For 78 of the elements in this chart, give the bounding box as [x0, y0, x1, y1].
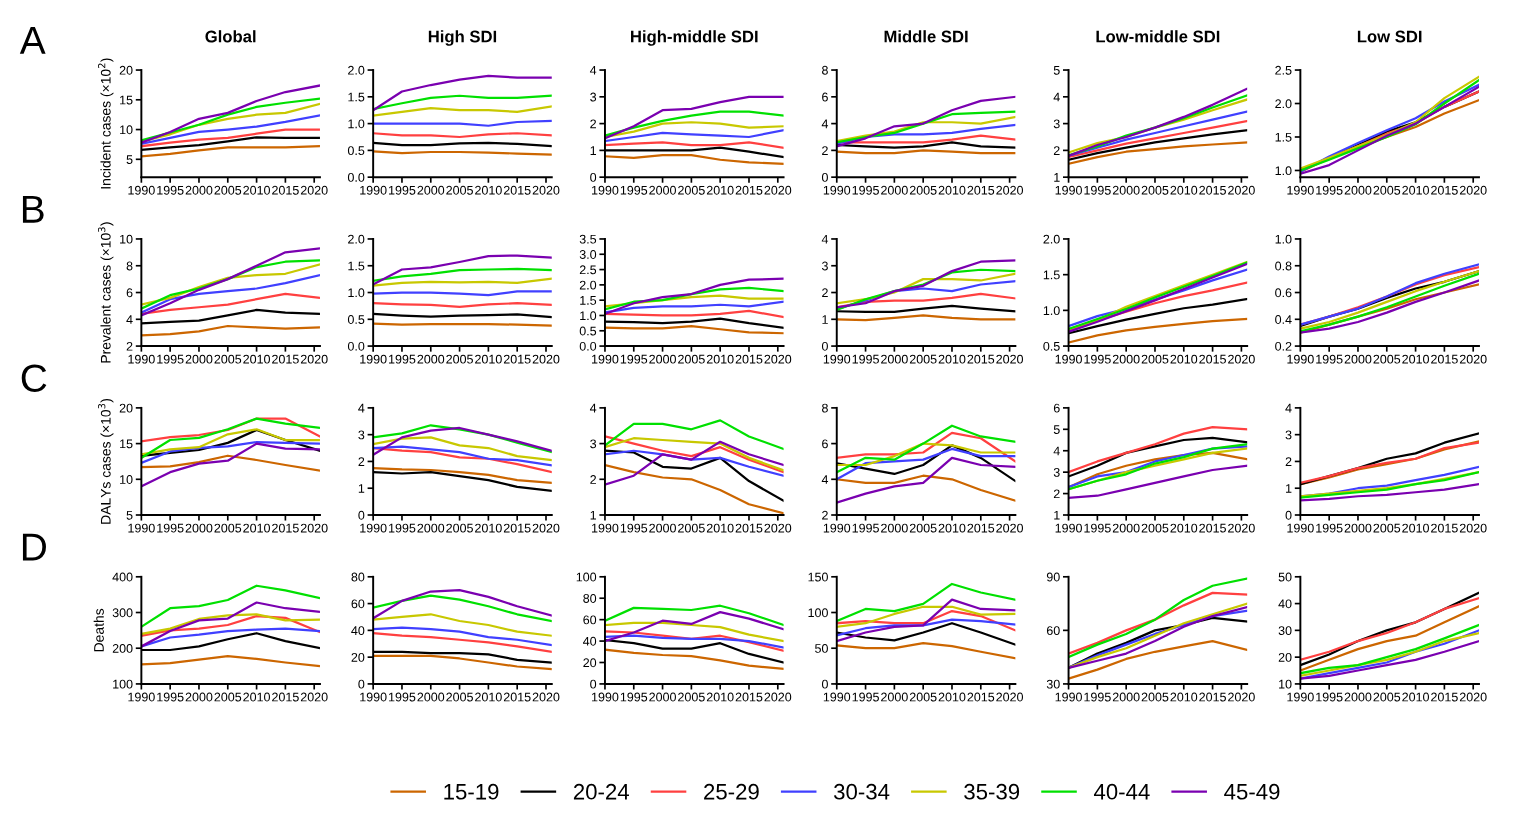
line-series [836, 618, 1016, 637]
line-series [1300, 483, 1479, 502]
line-series [141, 247, 320, 317]
chart-title: Middle SDI [884, 30, 968, 43]
line-series [141, 114, 320, 145]
line-series [604, 419, 784, 451]
chart-title: Global [205, 30, 256, 43]
line-series [836, 272, 1016, 305]
legend-label: 30-34 [833, 783, 890, 800]
line-series [1068, 591, 1248, 655]
line-series [604, 440, 784, 486]
line-series [836, 424, 1016, 474]
line-series [836, 474, 1016, 502]
line-series [836, 456, 1016, 504]
legend-label: 25-29 [704, 783, 759, 800]
line-series [836, 268, 1016, 312]
text: D [22, 533, 46, 561]
line-series [373, 436, 552, 462]
line-series [141, 274, 320, 314]
line-series [141, 128, 320, 148]
line-series [604, 277, 784, 316]
line-series [1068, 577, 1248, 659]
line-series [1068, 110, 1248, 157]
line-series [141, 454, 320, 472]
legend-label: 35-39 [964, 783, 1020, 800]
legend-label: 15-19 [444, 783, 499, 800]
line-series [141, 627, 320, 648]
chart-title: High SDI [428, 30, 497, 46]
line-series [1068, 141, 1248, 165]
line-series [373, 445, 552, 467]
line-series [1300, 605, 1479, 672]
line-series [373, 74, 552, 112]
line-series [836, 431, 1016, 463]
line-series [604, 286, 784, 311]
line-series [1068, 119, 1248, 159]
line-series [141, 292, 320, 316]
text: C [21, 364, 47, 392]
line-series [836, 95, 1016, 148]
line-series [141, 417, 320, 459]
line-series [373, 626, 552, 647]
line-series [604, 604, 784, 627]
text: B [22, 195, 44, 223]
line-series [141, 601, 320, 648]
line-series [604, 621, 784, 643]
line-series [836, 442, 1016, 467]
line-series [604, 648, 784, 671]
line-series [1068, 464, 1248, 499]
line-series [373, 94, 552, 111]
line-series [373, 654, 552, 671]
line-series [141, 417, 320, 443]
legend-label: 20-24 [573, 783, 629, 800]
line-series [836, 123, 1016, 145]
line-series [604, 110, 784, 137]
line-series [141, 442, 320, 488]
legend-label: 45-49 [1224, 783, 1280, 800]
line-series [373, 467, 552, 484]
line-series [1300, 639, 1479, 680]
text: A [19, 26, 46, 54]
line-series [836, 598, 1016, 643]
line-series [836, 292, 1016, 309]
line-series [836, 582, 1016, 623]
legend-label: 40-44 [1093, 783, 1150, 800]
line-series [1068, 639, 1248, 680]
line-series [373, 613, 552, 637]
line-series [604, 611, 784, 643]
chart-title: Low SDI [1357, 30, 1422, 43]
line-series [604, 95, 784, 140]
line-series [1068, 426, 1248, 474]
line-series [141, 84, 320, 144]
line-series [836, 259, 1016, 309]
line-series [141, 441, 320, 464]
line-series [373, 446, 552, 474]
line-series [836, 642, 1016, 660]
line-series [373, 631, 552, 653]
chart-title: High-middle SDI [631, 30, 758, 46]
chart-title: Low-middle SDI [1096, 30, 1220, 43]
line-series [373, 254, 552, 286]
line-series [141, 584, 320, 628]
